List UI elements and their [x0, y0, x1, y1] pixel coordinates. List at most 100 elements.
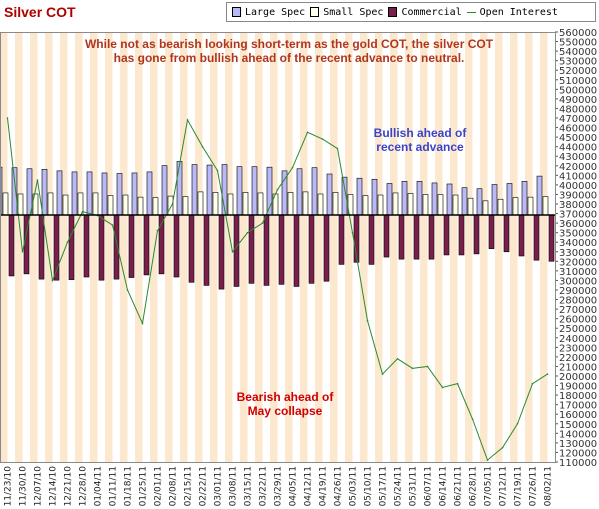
bg-stripe-23 [345, 32, 353, 462]
x-tick-label-33: 07/12/11 [499, 466, 509, 506]
bar-small-spec-17 [257, 192, 264, 216]
x-tick-label-25: 05/17/11 [379, 466, 389, 506]
bg-stripe-1 [15, 32, 23, 462]
x-tick-label-21: 04/19/11 [319, 466, 329, 506]
bar-large-spec-14 [206, 164, 213, 216]
legend-label-large-spec: Large Spec [245, 6, 306, 18]
point-open-interest-30 [456, 382, 459, 385]
bg-stripe-32 [480, 32, 488, 462]
bar-commercial-5 [83, 214, 90, 278]
x-tick-label-36: 08/02/11 [544, 466, 554, 506]
right-axis: 1100001200001300001400001500001600001700… [555, 28, 597, 469]
point-open-interest-13 [201, 145, 204, 148]
point-open-interest-36 [546, 373, 549, 375]
bar-small-spec-4 [62, 194, 69, 216]
point-open-interest-2 [36, 179, 39, 181]
point-open-interest-31 [471, 418, 474, 420]
x-tick-label-30: 06/21/11 [454, 466, 464, 506]
legend-label-open-interest: Open Interest [479, 6, 558, 18]
bar-commercial-24 [368, 214, 375, 265]
legend-item-large-spec: Large Spec [232, 7, 305, 18]
point-open-interest-8 [126, 289, 129, 291]
bar-large-spec-32 [476, 188, 483, 216]
x-tick-label-35: 07/26/11 [529, 466, 539, 506]
bar-small-spec-7 [107, 195, 114, 216]
point-open-interest-0 [6, 117, 9, 119]
bar-large-spec-12 [176, 161, 183, 216]
bg-stripe-5 [75, 32, 83, 462]
point-open-interest-20 [306, 131, 309, 134]
legend-item-commercial: Commercial [388, 6, 462, 18]
bar-commercial-32 [488, 214, 495, 249]
x-tick-label-19: 04/05/11 [289, 466, 299, 506]
right-axis-label-18: 290000 [559, 286, 597, 297]
bar-small-spec-33 [497, 198, 504, 216]
bg-stripe-0 [0, 32, 8, 462]
bar-commercial-19 [293, 214, 300, 287]
point-open-interest-14 [216, 169, 219, 172]
x-tick-label-11: 02/08/11 [169, 466, 179, 506]
point-open-interest-32 [486, 459, 489, 461]
x-tick-label-12: 02/15/11 [184, 466, 194, 506]
legend-swatch-open-interest [466, 11, 476, 13]
right-axis-label-12: 230000 [559, 343, 597, 354]
bar-small-spec-10 [152, 197, 159, 216]
bg-stripe-18 [270, 32, 278, 462]
right-axis-label-42: 530000 [559, 57, 597, 68]
bar-large-spec-31 [461, 187, 468, 216]
bar-small-spec-31 [467, 197, 474, 216]
right-axis-label-9: 200000 [559, 372, 597, 383]
x-tick-label-16: 03/15/11 [244, 466, 254, 506]
right-axis-label-0: 110000 [559, 458, 597, 469]
x-tick-label-14: 03/01/11 [214, 466, 224, 506]
bar-commercial-14 [218, 214, 225, 290]
point-open-interest-17 [261, 222, 264, 224]
bar-small-spec-35 [527, 196, 534, 216]
legend-label-commercial: Commercial [401, 6, 462, 18]
bg-stripe-22 [330, 32, 338, 462]
legend: Large Spec Small Spec Commercial Open In… [226, 2, 596, 22]
bar-small-spec-25 [377, 194, 384, 216]
x-tick-label-9: 01/25/11 [139, 466, 149, 506]
bg-stripe-27 [405, 32, 413, 462]
right-axis-label-45: 560000 [559, 28, 597, 39]
bar-commercial-25 [383, 214, 390, 258]
right-axis-label-27: 380000 [559, 200, 597, 211]
x-tick-label-29: 06/14/11 [439, 466, 449, 506]
right-axis-label-39: 500000 [559, 85, 597, 96]
point-open-interest-33 [501, 446, 504, 449]
bg-stripe-30 [450, 32, 458, 462]
bar-small-spec-30 [452, 194, 459, 216]
bar-large-spec-21 [311, 167, 318, 216]
bar-commercial-30 [458, 214, 465, 256]
point-open-interest-1 [21, 250, 24, 253]
bg-stripe-2 [30, 32, 38, 462]
bar-commercial-31 [473, 214, 480, 255]
right-axis-label-4: 150000 [559, 420, 597, 431]
bg-stripe-24 [360, 32, 368, 462]
bar-small-spec-12 [182, 196, 189, 216]
bar-commercial-8 [128, 214, 135, 278]
bg-stripe-33 [495, 32, 503, 462]
bg-stripe-8 [120, 32, 128, 462]
bar-large-spec-10 [146, 171, 153, 216]
bar-large-spec-11 [161, 165, 168, 216]
point-open-interest-23 [351, 231, 354, 234]
chart-title: Silver COT [4, 4, 76, 20]
bar-large-spec-22 [326, 173, 333, 216]
bar-large-spec-4 [56, 170, 63, 216]
point-open-interest-24 [366, 319, 369, 322]
bar-commercial-4 [68, 214, 75, 280]
right-axis-label-16: 270000 [559, 305, 597, 316]
x-tick-label-32: 07/05/11 [484, 466, 494, 506]
bar-commercial-18 [278, 214, 285, 285]
point-open-interest-27 [411, 367, 414, 370]
legend-swatch-commercial [388, 7, 398, 17]
bar-large-spec-34 [506, 183, 513, 216]
bar-commercial-7 [113, 214, 120, 280]
bar-small-spec-27 [407, 193, 414, 216]
point-open-interest-29 [441, 386, 444, 389]
bar-large-spec-16 [236, 166, 243, 216]
bar-large-spec-3 [41, 168, 48, 216]
